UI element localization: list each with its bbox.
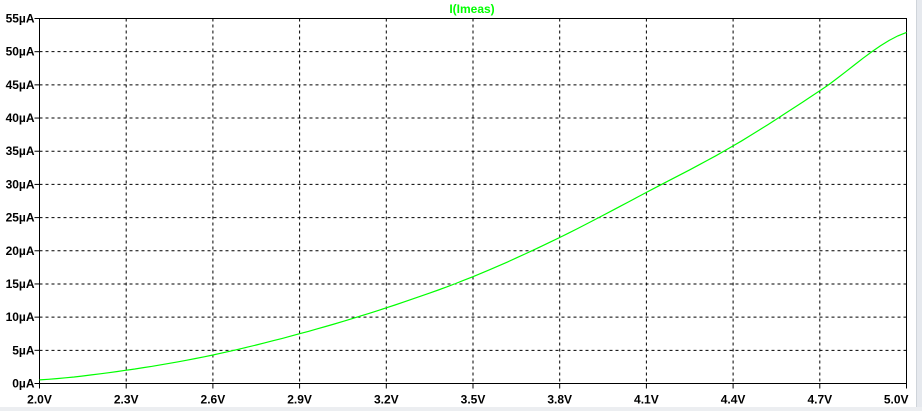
y-tick-label: 35µA bbox=[6, 144, 35, 158]
series-line-imeas bbox=[39, 31, 907, 381]
x-tick-label: 5.0V bbox=[884, 393, 909, 407]
grid bbox=[39, 18, 907, 384]
y-tick-label: 30µA bbox=[6, 177, 35, 191]
x-tick-label: 2.9V bbox=[287, 393, 312, 407]
y-tick-label: 20µA bbox=[6, 244, 35, 258]
x-tick-label: 3.5V bbox=[461, 393, 486, 407]
y-tick-label: 40µA bbox=[6, 111, 35, 125]
x-tick-label: 2.3V bbox=[114, 393, 139, 407]
x-tick-label: 3.8V bbox=[547, 393, 572, 407]
x-tick-label: 4.4V bbox=[721, 393, 746, 407]
y-tick-label: 25µA bbox=[6, 211, 35, 225]
window-border-bottom bbox=[0, 407, 922, 411]
x-tick-label: 4.7V bbox=[807, 393, 832, 407]
y-tick-label: 50µA bbox=[6, 45, 35, 59]
x-tick-label: 3.2V bbox=[374, 393, 399, 407]
y-tick-label: 45µA bbox=[6, 78, 35, 92]
chart-title: I(Imeas) bbox=[449, 2, 494, 16]
y-tick-label: 55µA bbox=[6, 12, 35, 26]
x-tick-label: 4.1V bbox=[634, 393, 659, 407]
x-tick-label: 2.6V bbox=[201, 393, 226, 407]
x-axis: 2.0V 2.3V 2.6V 2.9V 3.2V 3.5V 3.8V 4.1V 4.4V 4.7V… bbox=[27, 383, 909, 407]
y-tick-label: 0µA bbox=[12, 377, 35, 391]
y-tick-label: 5µA bbox=[12, 343, 35, 357]
window-border bbox=[916, 0, 922, 411]
y-tick-label: 15µA bbox=[6, 277, 35, 291]
y-axis: 0µA 5µA 10µA 15µA 20µA 25µA 30µA 35µA 40µA 45µA 50… bbox=[6, 12, 40, 391]
y-tick-label: 10µA bbox=[6, 310, 35, 324]
plot-frame bbox=[39, 18, 907, 384]
x-tick-label: 2.0V bbox=[27, 393, 52, 407]
